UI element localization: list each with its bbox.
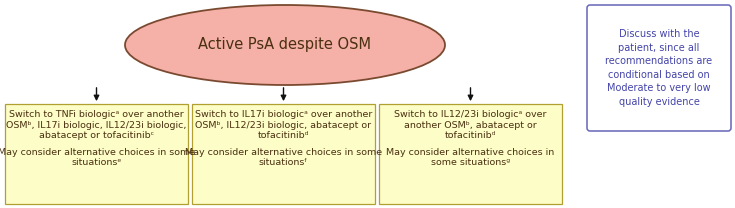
Text: OSMᵇ, IL17i biologic, IL12/23i biologic,: OSMᵇ, IL17i biologic, IL12/23i biologic, [7, 120, 187, 130]
Text: May consider alternative choices in some: May consider alternative choices in some [0, 148, 195, 157]
Text: some situationsᵍ: some situationsᵍ [431, 158, 510, 167]
Text: Active PsA despite OSM: Active PsA despite OSM [198, 37, 371, 52]
Text: abatacept or tofacitinibᶜ: abatacept or tofacitinibᶜ [39, 131, 154, 140]
Text: Discuss with the
patient, since all
recommendations are
conditional based on
Mod: Discuss with the patient, since all reco… [606, 29, 712, 107]
Text: Switch to IL17i biologicᵃ over another: Switch to IL17i biologicᵃ over another [195, 110, 372, 119]
Text: Switch to IL12/23i biologicᵃ over: Switch to IL12/23i biologicᵃ over [394, 110, 547, 119]
Text: another OSMᵇ, abatacept or: another OSMᵇ, abatacept or [404, 120, 537, 130]
Text: Switch to TNFi biologicᵃ over another: Switch to TNFi biologicᵃ over another [9, 110, 184, 119]
FancyBboxPatch shape [379, 104, 562, 204]
Text: May consider alternative choices in some: May consider alternative choices in some [185, 148, 382, 157]
Text: May consider alternative choices in: May consider alternative choices in [387, 148, 555, 157]
FancyBboxPatch shape [5, 104, 188, 204]
Text: OSMᵇ, IL12/23i biologic, abatacept or: OSMᵇ, IL12/23i biologic, abatacept or [196, 120, 372, 130]
Ellipse shape [125, 5, 445, 85]
Text: tofacitinibᵈ: tofacitinibᵈ [445, 131, 496, 140]
Text: tofacitinibᵈ: tofacitinibᵈ [258, 131, 309, 140]
FancyBboxPatch shape [587, 5, 731, 131]
Text: situationsᵉ: situationsᵉ [71, 158, 122, 167]
FancyBboxPatch shape [192, 104, 375, 204]
Text: situationsᶠ: situationsᶠ [259, 158, 308, 167]
